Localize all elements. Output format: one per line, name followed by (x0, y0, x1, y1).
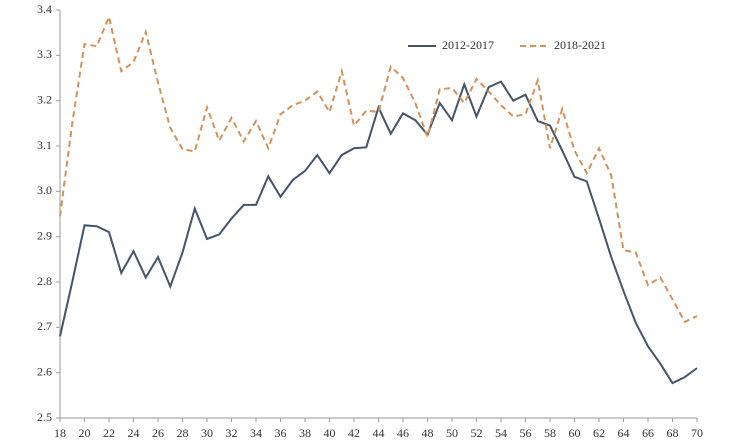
x-tick-label: 42 (348, 426, 360, 440)
series-line (59, 80, 698, 385)
x-tick-label: 60 (569, 426, 581, 440)
x-tick-label: 18 (54, 426, 66, 440)
y-tick-label: 3.4 (37, 2, 52, 16)
legend-label: 2018-2021 (554, 38, 606, 52)
y-tick-label: 3.2 (37, 92, 52, 106)
x-tick-label: 30 (201, 426, 213, 440)
x-tick-label: 44 (373, 426, 385, 440)
x-tick-label: 70 (691, 426, 703, 440)
x-tick-label: 38 (299, 426, 311, 440)
x-tick-label: 28 (177, 426, 189, 440)
x-tick-label: 68 (667, 426, 679, 440)
x-tick-label: 36 (275, 426, 287, 440)
x-tick-label: 34 (250, 426, 262, 440)
series-line (59, 13, 698, 324)
x-tick-label: 58 (544, 426, 556, 440)
y-tick-label: 2.7 (37, 319, 52, 333)
y-tick-label: 2.6 (37, 364, 52, 378)
x-tick-label: 64 (618, 426, 630, 440)
x-tick-label: 22 (103, 426, 115, 440)
y-tick-label: 2.5 (37, 410, 52, 424)
y-tick-label: 3.1 (37, 138, 52, 152)
x-tick-label: 20 (79, 426, 91, 440)
x-tick-label: 52 (471, 426, 483, 440)
x-tick-label: 56 (520, 426, 532, 440)
x-tick-label: 66 (642, 426, 654, 440)
legend-label: 2012-2017 (442, 38, 494, 52)
y-tick-label: 3.0 (37, 183, 52, 197)
x-tick-label: 32 (226, 426, 238, 440)
x-tick-label: 46 (397, 426, 409, 440)
x-tick-label: 62 (593, 426, 605, 440)
x-tick-label: 24 (128, 426, 140, 440)
x-tick-label: 40 (324, 426, 336, 440)
y-tick-label: 3.3 (37, 47, 52, 61)
y-tick-label: 2.9 (37, 228, 52, 242)
x-tick-label: 26 (152, 426, 164, 440)
y-tick-label: 2.8 (37, 274, 52, 288)
x-tick-label: 54 (495, 426, 507, 440)
x-tick-label: 48 (422, 426, 434, 440)
x-tick-label: 50 (446, 426, 458, 440)
